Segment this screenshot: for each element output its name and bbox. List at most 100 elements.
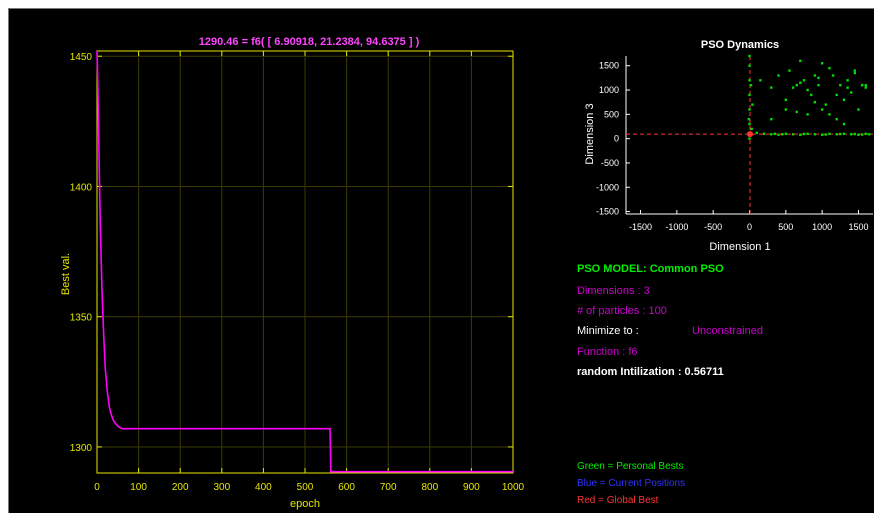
particle-point [770, 133, 773, 136]
particle-point [857, 133, 860, 136]
particle-point [853, 71, 857, 75]
particle-point [817, 76, 820, 80]
pso-dynamics-title: PSO Dynamics [701, 39, 779, 51]
particle-point [824, 133, 827, 136]
x-tick-label: 300 [213, 482, 230, 493]
pso-dynamics-xlabel: Dimension 1 [709, 241, 770, 253]
particle-point [839, 83, 842, 87]
info-random-init: random Intilization : 0.56711 [577, 366, 724, 378]
x-tick-label: 200 [172, 482, 189, 493]
particle-point [813, 74, 817, 77]
particle-point [813, 133, 817, 136]
particle-point [846, 86, 849, 89]
info-minimize-value: Unconstrained [692, 325, 763, 337]
particle-point [806, 132, 809, 135]
particle-point [835, 93, 838, 97]
particle-point [750, 127, 753, 131]
particle-point [773, 132, 777, 135]
particle-point [828, 113, 831, 116]
info-function: Function : f6 [577, 346, 638, 358]
particle-point [799, 59, 802, 63]
particle-point [828, 132, 831, 135]
x-tick-label: 400 [255, 482, 272, 493]
particle-point [795, 83, 798, 87]
scatter-y-tick-label: 0 [614, 134, 619, 144]
particle-point [777, 74, 780, 77]
x-tick-label: 1000 [502, 482, 525, 493]
particle-point [751, 103, 754, 106]
particle-point [860, 133, 864, 136]
scatter-x-tick-label: 1000 [812, 222, 832, 232]
global-best-point [747, 131, 754, 138]
particle-point [842, 132, 846, 135]
particle-point [853, 132, 857, 136]
particle-point [846, 79, 849, 82]
scatter-x-tick-label: -500 [704, 222, 722, 232]
particle-point [749, 83, 753, 87]
legend-green: Green = Personal Bests [577, 461, 684, 472]
particle-point [820, 62, 824, 65]
particle-point [824, 103, 827, 106]
particle-point [784, 108, 788, 111]
particle-point [788, 69, 791, 72]
particle-point [835, 133, 838, 136]
info-minimize-label: Minimize to : [577, 325, 639, 337]
particle-point [864, 86, 867, 89]
particle-point [806, 113, 809, 116]
info-model: PSO MODEL: Common PSO [577, 263, 724, 275]
particle-point [777, 133, 780, 136]
info-dimensions: Dimensions : 3 [577, 285, 650, 297]
legend-blue: Blue = Current Positions [577, 478, 686, 489]
figure-canvas: 1290.46 = f6( [ 6.90918, 21.2384, 94.637… [8, 8, 874, 513]
scatter-x-tick-label: 1500 [848, 222, 868, 232]
particle-point [748, 108, 751, 111]
particle-point [762, 132, 766, 135]
particle-point [860, 83, 864, 87]
scatter-y-tick-label: -500 [601, 158, 619, 168]
scatter-x-tick-label: 500 [778, 222, 793, 232]
particle-point [748, 54, 751, 58]
particle-point [813, 100, 817, 104]
info-particles: # of particles : 100 [577, 305, 667, 317]
y-tick-label: 1300 [70, 443, 93, 454]
particle-point [864, 83, 867, 87]
scatter-x-tick-label: -1000 [665, 222, 688, 232]
particle-point [747, 118, 750, 121]
scatter-y-tick-label: -1000 [596, 182, 619, 192]
scatter-x-tick-label: -1500 [629, 222, 652, 232]
y-tick-label: 1350 [70, 313, 93, 324]
particle-point [857, 108, 860, 111]
particle-point [868, 133, 871, 136]
particle-point [755, 131, 758, 135]
particle-point [748, 122, 751, 126]
particle-point [864, 132, 867, 135]
legend-red: Red = Global Best [577, 495, 659, 506]
y-tick-label: 1400 [70, 182, 93, 193]
particle-point [770, 86, 773, 89]
x-tick-label: 700 [380, 482, 397, 493]
particle-point [802, 132, 806, 136]
x-tick-label: 100 [130, 482, 147, 493]
particle-point [850, 91, 853, 94]
particle-point [820, 108, 824, 111]
x-tick-label: 900 [463, 482, 480, 493]
x-tick-label: 500 [297, 482, 314, 493]
convergence-chart-title: 1290.46 = f6( [ 6.90918, 21.2384, 94.637… [199, 36, 420, 48]
best-value-curve [96, 50, 513, 473]
particle-point [780, 133, 784, 136]
particle-point [842, 98, 846, 101]
convergence-chart-xlabel: epoch [290, 498, 320, 510]
particle-point [784, 132, 788, 135]
particle-point [806, 88, 809, 92]
particle-point [850, 133, 853, 136]
particle-point [791, 86, 795, 89]
particle-point [810, 93, 813, 97]
particle-point [817, 83, 820, 87]
particle-point [853, 69, 857, 72]
scatter-y-tick-label: -1500 [596, 207, 619, 217]
particle-point [799, 133, 802, 136]
particle-point [784, 98, 788, 101]
particle-point [799, 81, 802, 84]
particle-point [802, 79, 806, 82]
